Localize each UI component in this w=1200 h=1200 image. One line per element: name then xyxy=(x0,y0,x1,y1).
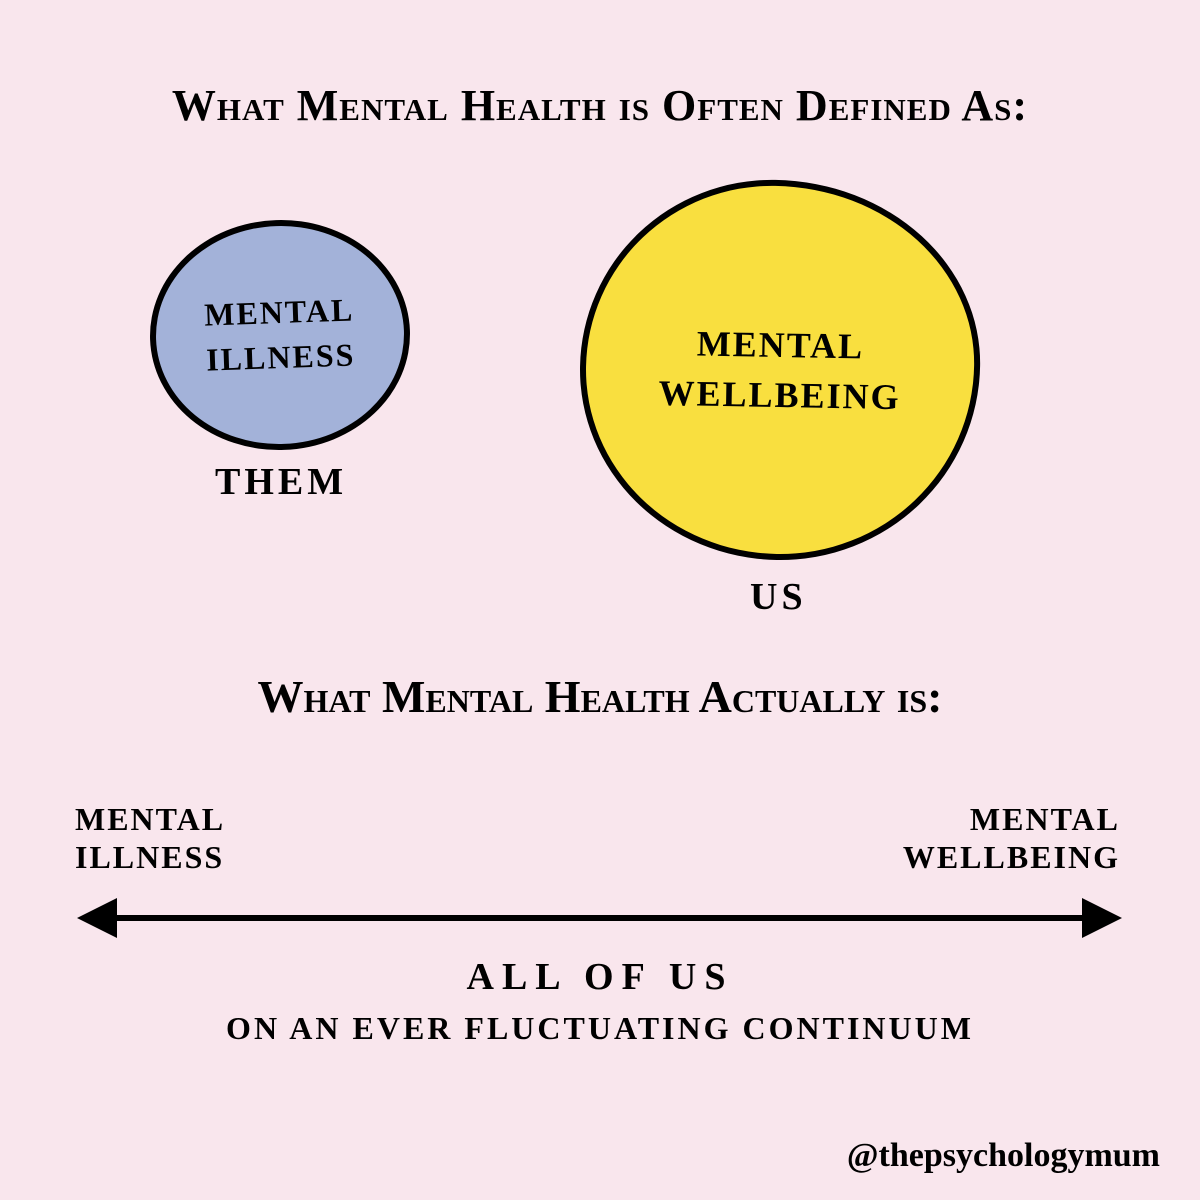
section2-title: What Mental Health Actually is: xyxy=(100,670,1100,723)
circle-left-line2: ILLNESS xyxy=(205,332,356,382)
continuum-right-label: MENTAL WELLBEING xyxy=(903,800,1120,877)
circle-left-line1: MENTAL xyxy=(203,288,355,338)
label-us: US xyxy=(750,575,807,619)
circle-right-line1: MENTAL xyxy=(696,318,864,371)
midlabel-all-of-us: ALL OF US xyxy=(467,955,734,999)
right-label-line2: WELLBEING xyxy=(903,839,1120,875)
section1-title: What Mental Health is Often Defined As: xyxy=(50,80,1150,131)
label-them: THEM xyxy=(215,460,347,504)
continuum-arrow xyxy=(72,888,1127,948)
left-label-line1: MENTAL xyxy=(75,801,225,837)
circle-mental-wellbeing: MENTAL WELLBEING xyxy=(577,177,984,564)
circle-mental-illness: MENTAL ILLNESS xyxy=(146,216,414,455)
left-label-line2: ILLNESS xyxy=(75,839,224,875)
continuum-left-label: MENTAL ILLNESS xyxy=(75,800,225,877)
midlabel-continuum: ON AN EVER FLUCTUATING CONTINUUM xyxy=(75,1010,1125,1047)
right-label-line1: MENTAL xyxy=(970,801,1120,837)
credit-handle: @thepsychologymum xyxy=(847,1137,1160,1175)
circle-right-line2: WELLBEING xyxy=(658,368,901,423)
